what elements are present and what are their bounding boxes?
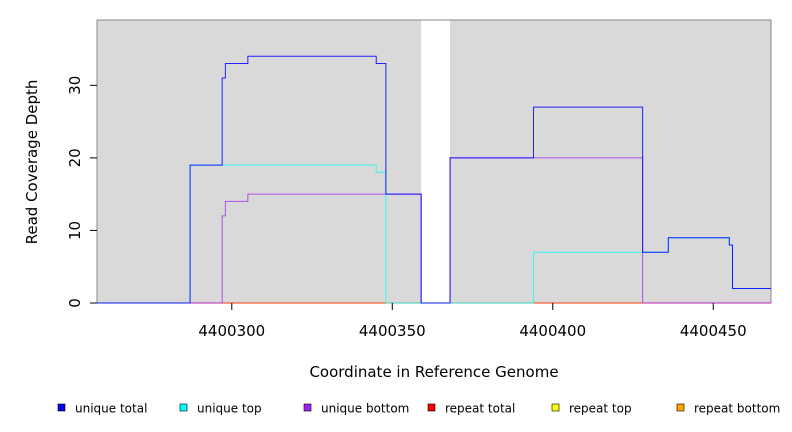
legend-item-repeat-total: repeat total xyxy=(427,402,515,416)
y-tick-label: 0 xyxy=(66,298,84,308)
legend-label: repeat bottom xyxy=(694,402,780,416)
plot-area xyxy=(96,19,772,304)
legend-item-unique-total: unique total xyxy=(57,402,147,416)
series-line-unique-bottom xyxy=(97,157,771,304)
legend-swatch xyxy=(427,403,436,412)
legend-label: unique total xyxy=(75,402,147,416)
x-tick-label: 4400350 xyxy=(359,322,426,340)
legend-label: unique top xyxy=(197,402,262,416)
series-line-unique-total xyxy=(97,55,771,304)
legend-swatch xyxy=(303,403,312,412)
series-layer xyxy=(97,55,771,304)
legend-swatch xyxy=(551,403,560,412)
y-tick-label: 30 xyxy=(66,76,84,95)
x-axis-title: Coordinate in Reference Genome xyxy=(309,363,558,381)
x-axis: 4400300 4400350 4400400 4400450 xyxy=(198,303,747,340)
legend-swatch xyxy=(179,403,188,412)
legend-label: unique bottom xyxy=(321,402,409,416)
legend-item-unique-bottom: unique bottom xyxy=(303,402,409,416)
x-tick-label: 4400450 xyxy=(680,322,747,340)
y-axis: 0 10 20 30 xyxy=(66,76,97,308)
legend-label: repeat total xyxy=(445,402,515,416)
y-tick-label: 20 xyxy=(66,148,84,167)
legend-swatch xyxy=(57,403,66,412)
legend-item-unique-top: unique top xyxy=(179,402,262,416)
x-tick-label: 4400400 xyxy=(519,322,586,340)
legend-label: repeat top xyxy=(569,402,632,416)
y-axis-title: Read Coverage Depth xyxy=(23,80,41,245)
x-tick-label: 4400300 xyxy=(198,322,265,340)
gap-region xyxy=(421,20,451,303)
legend: unique total unique top unique bottom repea… xyxy=(57,402,780,416)
legend-swatch xyxy=(676,403,685,412)
legend-item-repeat-top: repeat top xyxy=(551,402,632,416)
y-tick-label: 10 xyxy=(66,221,84,240)
legend-item-repeat-bottom: repeat bottom xyxy=(676,402,780,416)
